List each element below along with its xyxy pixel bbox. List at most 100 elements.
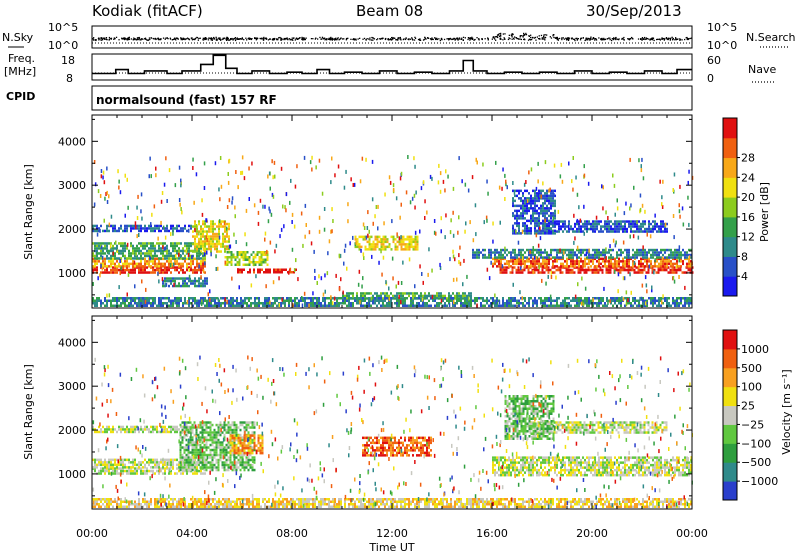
- echo-cell: [403, 243, 405, 246]
- echo-cell: [316, 297, 318, 300]
- echo-speckle: [335, 274, 337, 278]
- echo-cell: [584, 225, 586, 228]
- echo-cell: [134, 297, 136, 300]
- echo-cell: [352, 297, 354, 300]
- echo-speckle: [532, 270, 534, 274]
- noise-point: [114, 38, 115, 39]
- echo-cell: [124, 225, 126, 228]
- echo-cell: [624, 263, 626, 266]
- echo-speckle: [265, 232, 267, 236]
- echo-cell: [192, 263, 194, 266]
- echo-cell: [386, 305, 388, 308]
- echo-cell: [534, 212, 536, 215]
- echo-speckle: [482, 163, 484, 167]
- echo-speckle: [537, 179, 539, 183]
- echo-cell: [578, 228, 580, 231]
- noise-point: [312, 38, 313, 39]
- echo-cell: [592, 225, 594, 228]
- echo-cell: [496, 265, 498, 268]
- noise-point: [613, 39, 614, 40]
- echo-speckle: [559, 249, 561, 253]
- echo-speckle: [561, 163, 563, 167]
- echo-cell: [265, 271, 267, 274]
- echo-cell: [462, 302, 464, 305]
- noise-point: [232, 39, 233, 40]
- echo-speckle: [402, 261, 404, 265]
- noise-point: [670, 39, 671, 40]
- echo-cell: [534, 210, 536, 213]
- echo-cell: [546, 227, 548, 230]
- echo-cell: [542, 207, 544, 210]
- echo-cell: [94, 305, 96, 308]
- echo-speckle: [228, 181, 230, 185]
- echo-cell: [146, 302, 148, 305]
- echo-cell: [576, 300, 578, 303]
- echo-cell: [514, 251, 516, 254]
- echo-speckle: [529, 250, 531, 254]
- echo-cell: [640, 271, 642, 274]
- echo-cell: [405, 243, 407, 246]
- echo-speckle: [363, 252, 365, 256]
- echo-cell: [178, 305, 180, 308]
- echo-cell: [630, 220, 632, 223]
- echo-cell: [650, 265, 652, 268]
- echo-speckle: [334, 173, 336, 177]
- echo-cell: [536, 300, 538, 303]
- echo-cell: [124, 230, 126, 233]
- echo-cell: [198, 269, 200, 272]
- echo-cell: [324, 297, 326, 300]
- echo-cell: [598, 251, 600, 254]
- echo-cell: [616, 230, 618, 233]
- noise-point: [448, 39, 449, 40]
- noise-point: [295, 39, 296, 40]
- echo-cell: [178, 282, 180, 285]
- echo-cell: [614, 230, 616, 233]
- echo-cell: [512, 227, 514, 230]
- echo-cell: [682, 297, 684, 300]
- echo-cell: [170, 258, 172, 261]
- echo-cell: [194, 238, 196, 241]
- echo-cell: [500, 249, 502, 252]
- echo-cell: [126, 265, 128, 268]
- noise-point: [488, 39, 489, 40]
- echo-cell: [212, 233, 214, 236]
- echo-cell: [417, 246, 419, 249]
- echo-cell: [558, 305, 560, 308]
- echo-cell: [154, 271, 156, 274]
- echo-cell: [227, 251, 229, 254]
- noise-point: [93, 39, 94, 40]
- echo-cell: [412, 292, 414, 295]
- echo-cell: [336, 297, 338, 300]
- noise-point: [277, 39, 278, 40]
- echo-cell: [542, 230, 544, 233]
- echo-cell: [628, 269, 630, 272]
- echo-cell: [235, 264, 237, 267]
- echo-speckle: [107, 200, 109, 204]
- echo-cell: [116, 302, 118, 305]
- echo-cell: [148, 300, 150, 303]
- echo-cell: [448, 295, 450, 298]
- echo-cell: [263, 261, 265, 264]
- echo-cell: [400, 297, 402, 300]
- noise-point: [216, 37, 217, 38]
- echo-speckle: [350, 177, 352, 181]
- echo-cell: [383, 241, 385, 244]
- echo-cell: [474, 302, 476, 305]
- echo-cell: [253, 271, 255, 274]
- noise-point: [359, 38, 360, 39]
- echo-cell: [100, 255, 102, 258]
- echo-cell: [224, 235, 226, 238]
- echo-cell: [182, 302, 184, 305]
- echo-cell: [106, 257, 108, 260]
- echo-cell: [660, 263, 662, 266]
- echo-cell: [96, 247, 98, 250]
- echo-cell: [614, 223, 616, 226]
- echo-cell: [242, 302, 244, 305]
- echo-cell: [154, 252, 156, 255]
- echo-cell: [386, 292, 388, 295]
- noise-point: [467, 39, 468, 40]
- echo-cell: [247, 251, 249, 254]
- echo-cell: [500, 254, 502, 256]
- echo-cell: [600, 297, 602, 300]
- echo-cell: [476, 249, 478, 252]
